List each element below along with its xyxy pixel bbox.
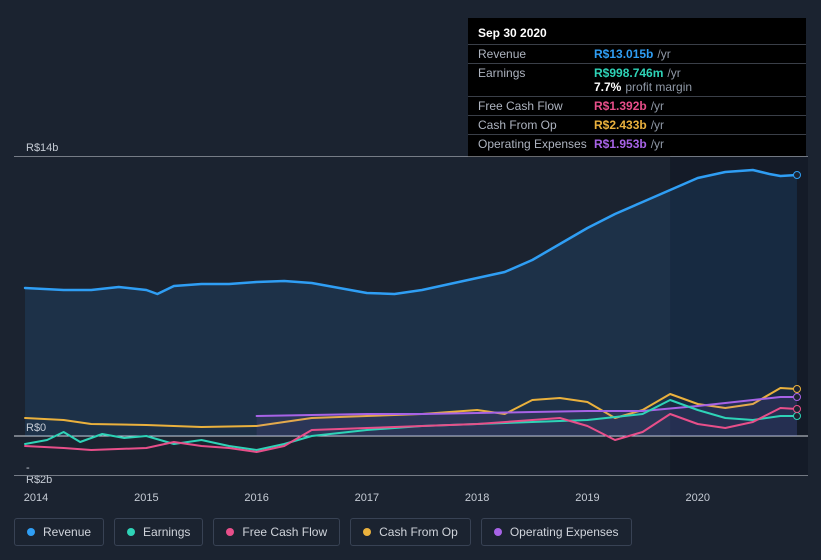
legend-item[interactable]: Free Cash Flow — [213, 518, 340, 546]
tooltip-row-unit: /yr — [657, 47, 670, 61]
legend-label: Operating Expenses — [510, 525, 619, 539]
legend-label: Free Cash Flow — [242, 525, 327, 539]
tooltip-row: Cash From OpR$2.433b/yr — [468, 116, 806, 135]
y-axis-label: -R$2b — [20, 462, 26, 486]
series-marker — [793, 385, 801, 393]
tooltip-sub-value: 7.7% — [594, 80, 621, 94]
tooltip-row-value: R$13.015b — [594, 47, 653, 61]
series-marker — [793, 393, 801, 401]
tooltip-row: Free Cash FlowR$1.392b/yr — [468, 97, 806, 116]
tooltip-row-value: R$1.392b — [594, 99, 647, 113]
legend-item[interactable]: Revenue — [14, 518, 104, 546]
x-axis-label: 2015 — [134, 492, 158, 504]
x-axis-label: 2016 — [244, 492, 268, 504]
chart-area[interactable]: R$14bR$0-R$2b 20142015201620172018201920… — [14, 156, 808, 476]
y-axis-label: R$14b — [20, 142, 26, 154]
tooltip-row-unit: /yr — [651, 118, 664, 132]
series-marker — [793, 405, 801, 413]
legend: Revenue Earnings Free Cash Flow Cash From O… — [14, 518, 632, 546]
tooltip-row-label: Cash From Op — [478, 118, 594, 132]
chart-svg — [14, 156, 808, 476]
series-marker — [793, 171, 801, 179]
x-axis-label: 2018 — [465, 492, 489, 504]
x-axis-label: 2020 — [685, 492, 709, 504]
tooltip-row-label: Earnings — [478, 66, 594, 94]
tooltip-row: RevenueR$13.015b/yr — [468, 45, 806, 64]
x-axis-label: 2019 — [575, 492, 599, 504]
tooltip-row-label: Operating Expenses — [478, 137, 594, 151]
y-axis-label: R$0 — [20, 422, 26, 434]
x-axis-label: 2017 — [355, 492, 379, 504]
legend-dot-icon — [363, 528, 371, 536]
legend-item[interactable]: Operating Expenses — [481, 518, 632, 546]
legend-dot-icon — [127, 528, 135, 536]
tooltip-row-label: Revenue — [478, 47, 594, 61]
legend-dot-icon — [27, 528, 35, 536]
tooltip-row-value: R$1.953b — [594, 137, 647, 151]
tooltip-row-label: Free Cash Flow — [478, 99, 594, 113]
tooltip-row-unit: /yr — [667, 66, 680, 80]
legend-dot-icon — [226, 528, 234, 536]
tooltip-row-value: R$2.433b — [594, 118, 647, 132]
legend-label: Cash From Op — [379, 525, 458, 539]
legend-label: Earnings — [143, 525, 190, 539]
tooltip-row-unit: /yr — [651, 137, 664, 151]
tooltip-box: Sep 30 2020 RevenueR$13.015b/yrEarningsR… — [468, 18, 806, 157]
series-marker — [793, 412, 801, 420]
legend-item[interactable]: Cash From Op — [350, 518, 471, 546]
x-axis-label: 2014 — [24, 492, 48, 504]
legend-label: Revenue — [43, 525, 91, 539]
tooltip-row: EarningsR$998.746m/yr 7.7% profit margin — [468, 64, 806, 97]
legend-item[interactable]: Earnings — [114, 518, 203, 546]
tooltip-row-value: R$998.746m — [594, 66, 663, 80]
legend-dot-icon — [494, 528, 502, 536]
tooltip-row-unit: /yr — [651, 99, 664, 113]
tooltip-sub-label: profit margin — [625, 80, 692, 94]
tooltip-title: Sep 30 2020 — [468, 22, 806, 45]
tooltip-row: Operating ExpensesR$1.953b/yr — [468, 135, 806, 153]
